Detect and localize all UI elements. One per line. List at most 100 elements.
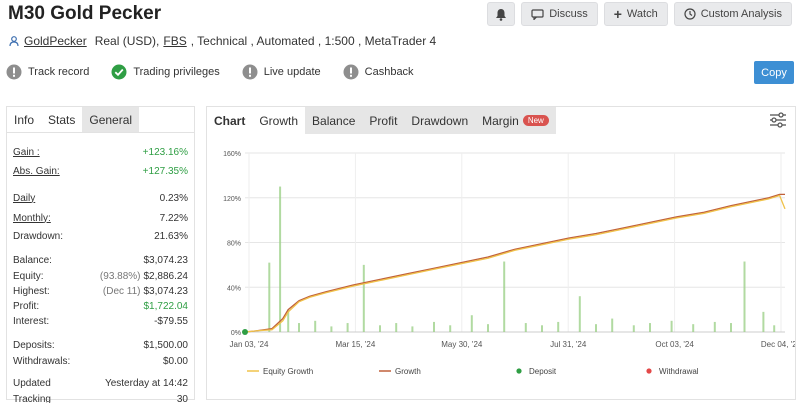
interest-label: Interest: <box>13 315 50 327</box>
info-panel: Info Stats General Gain : +123.16% Abs. … <box>6 106 195 403</box>
tab-general[interactable]: General <box>82 107 140 132</box>
volume-bar <box>411 326 414 332</box>
volume-bar <box>692 324 695 332</box>
equity-growth-line <box>244 194 786 333</box>
chart-tabs: Chart Growth Balance Profit Drawdown Mar… <box>207 107 795 134</box>
y-tick-label: 80% <box>227 241 241 248</box>
account-info: GoldPecker Real (USD), FBS , Technical ,… <box>8 34 436 48</box>
daily-value: 0.23% <box>159 192 188 204</box>
exclamation-icon <box>343 64 359 80</box>
volume-bar <box>557 321 560 332</box>
author-link[interactable]: GoldPecker <box>24 34 87 48</box>
withdrawals-row: Withdrawals: $0.00 <box>13 354 188 368</box>
status-badges: Track record Trading privileges Live upd… <box>6 62 414 82</box>
top-actions: Discuss + Watch Custom Analysis <box>487 2 792 26</box>
highest-date: (Dec 11) <box>102 285 141 297</box>
volume-bar <box>298 323 300 332</box>
volume-bar <box>713 321 716 332</box>
volume-bar <box>649 323 651 332</box>
volume-bar <box>503 261 506 332</box>
volume-bar <box>670 320 673 332</box>
volume-bar <box>268 262 271 332</box>
monthly-label[interactable]: Monthly: <box>13 212 51 224</box>
tab-chart[interactable]: Chart <box>214 113 246 128</box>
monthly-value: 7.22% <box>159 212 188 224</box>
volume-bar <box>487 324 489 332</box>
volume-bar <box>330 326 333 332</box>
deposits-label: Deposits: <box>13 339 55 351</box>
equity-value: $2,886.24 <box>143 270 189 282</box>
equity-percent: (93.88%) <box>99 270 141 282</box>
daily-row: Daily 0.23% <box>13 191 188 205</box>
legend-withdrawal-swatch <box>646 368 652 374</box>
gain-value: +123.16% <box>142 146 188 158</box>
daily-label[interactable]: Daily <box>13 192 36 204</box>
trading-privileges-label: Trading privileges <box>133 66 220 78</box>
abs-gain-value: +127.35% <box>142 165 188 177</box>
bell-icon <box>496 8 507 21</box>
legend-withdrawal: Withdrawal <box>659 367 699 376</box>
live-update-label: Live update <box>263 66 321 78</box>
growth-line <box>244 193 785 333</box>
exclamation-icon <box>242 64 258 80</box>
gain-label[interactable]: Gain : <box>13 146 40 158</box>
new-badge: New <box>522 115 549 126</box>
custom-analysis-button[interactable]: Custom Analysis <box>673 2 792 26</box>
balance-row: Balance: $3,074.23 <box>13 253 188 267</box>
volume-bar <box>730 323 732 332</box>
legend-growth: Growth <box>395 367 421 376</box>
profit-value: $1,722.04 <box>143 300 189 312</box>
tab-balance[interactable]: Balance <box>305 107 363 134</box>
y-tick-label: 40% <box>227 285 241 292</box>
balance-value: $3,074.23 <box>143 254 189 266</box>
clock-icon <box>684 8 696 20</box>
discuss-label: Discuss <box>549 8 588 20</box>
track-record-label: Track record <box>28 66 90 78</box>
x-tick-label: Oct 03, '24 <box>655 340 694 349</box>
x-tick-label: Jul 31, '24 <box>550 340 587 349</box>
volume-bar <box>279 186 282 332</box>
tab-margin[interactable]: Margin New <box>475 107 556 134</box>
tab-drawdown[interactable]: Drawdown <box>404 107 476 134</box>
volume-bar <box>578 296 581 332</box>
notification-button[interactable] <box>487 2 516 26</box>
tab-growth[interactable]: Growth <box>259 113 299 128</box>
watch-label: Watch <box>626 8 658 20</box>
broker-link[interactable]: FBS <box>163 34 187 48</box>
tab-info[interactable]: Info <box>7 107 42 132</box>
watch-button[interactable]: + Watch <box>603 2 668 26</box>
volume-bar <box>773 325 776 332</box>
balance-label: Balance: <box>13 254 52 266</box>
growth-chart: 0% 40% 80% 120% 160% Jan 03, '24 Mar 15, '24 M… <box>223 151 795 376</box>
updated-value: Yesterday at 14:42 <box>104 377 188 389</box>
volume-bar <box>379 325 381 332</box>
cashback-badge[interactable]: Cashback <box>343 62 414 82</box>
filter-settings-icon[interactable] <box>769 112 787 128</box>
x-tick-label: Mar 15, '24 <box>336 340 376 349</box>
tab-profit[interactable]: Profit <box>362 107 405 134</box>
drawdown-value: 21.63% <box>154 230 188 242</box>
tab-stats[interactable]: Stats <box>48 112 76 127</box>
live-update-badge[interactable]: Live update <box>242 62 321 82</box>
gain-row: Gain : +123.16% <box>13 145 188 159</box>
volume-bar <box>287 309 290 332</box>
trading-privileges-badge[interactable]: Trading privileges <box>111 62 220 82</box>
volume-bar <box>611 318 614 332</box>
legend-deposit: Deposit <box>529 367 557 376</box>
updated-row: Updated Yesterday at 14:42 <box>13 376 188 390</box>
volume-bar <box>346 323 349 332</box>
deposit-point <box>242 329 248 335</box>
profit-row: Profit: $1,722.04 <box>13 299 188 313</box>
info-tabs: Info Stats General <box>7 107 194 133</box>
abs-gain-label[interactable]: Abs. Gain: <box>13 165 60 177</box>
x-tick-label: Dec 04, '24 <box>761 340 795 349</box>
y-tick-label: 120% <box>223 196 241 203</box>
track-record-badge[interactable]: Track record <box>6 62 89 82</box>
y-tick-label: 0% <box>231 330 241 337</box>
page-title: M30 Gold Pecker <box>8 3 162 24</box>
copy-button[interactable]: Copy <box>754 61 794 84</box>
discuss-button[interactable]: Discuss <box>521 2 598 26</box>
tracking-row: Tracking 30 <box>13 392 188 403</box>
volume-bar <box>395 323 398 332</box>
volume-bar <box>632 325 635 332</box>
